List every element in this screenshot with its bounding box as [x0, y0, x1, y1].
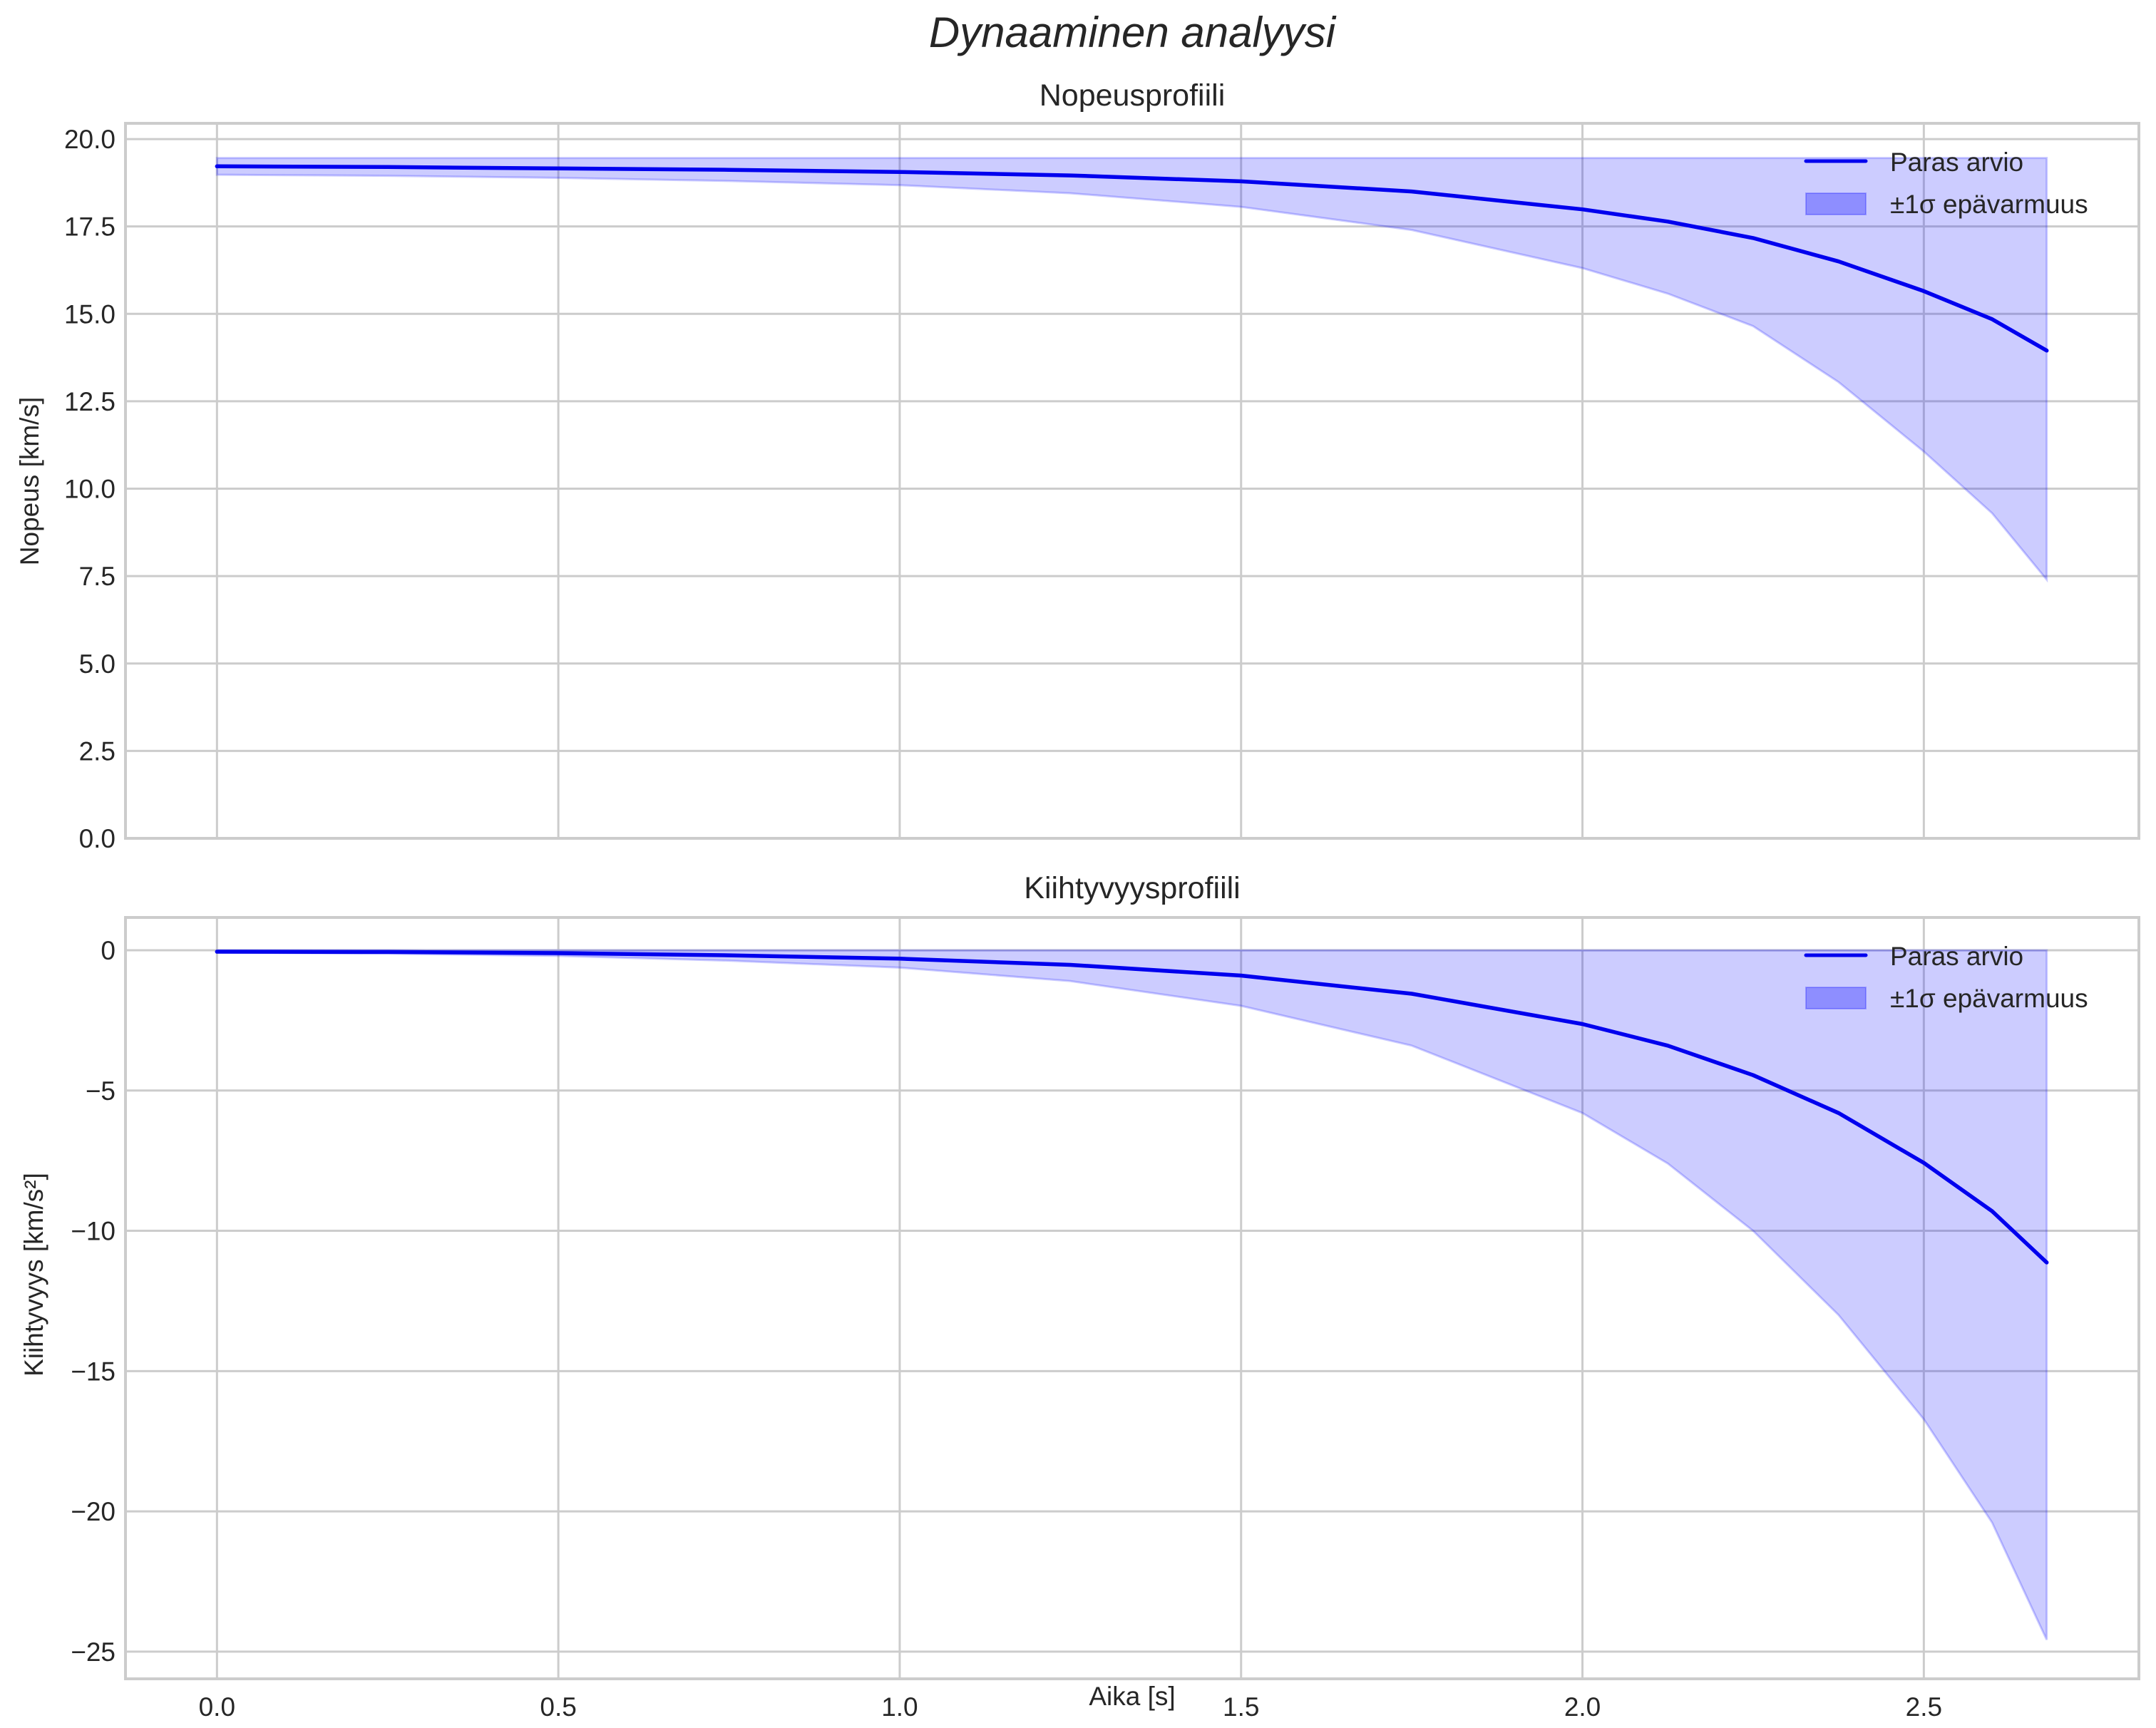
legend-band-swatch — [1805, 987, 1867, 1009]
y-tick-label: −25 — [71, 1637, 115, 1667]
velocity-band — [215, 157, 2048, 583]
velocity-legend: Paras arvio ±1σ epävarmuus — [1804, 148, 2088, 219]
x-tick-label: 0.5 — [540, 1692, 576, 1722]
velocity-ylabel: Nopeus [km/s] — [15, 397, 44, 565]
x-tick-label: 0.0 — [199, 1692, 235, 1722]
acceleration-subplot-title: Kiihtyvyysprofiili — [1024, 871, 1240, 905]
acceleration-yticks: 0 −5 −10 −15 −20 −25 — [71, 936, 115, 1667]
y-tick-label: 0.0 — [79, 824, 115, 853]
velocity-grid — [125, 123, 2139, 840]
y-tick-label: −20 — [71, 1497, 115, 1526]
acceleration-ylabel: Kiihtyvyys [km/s²] — [19, 1173, 48, 1377]
best-estimate-line — [215, 950, 2049, 1265]
y-tick-label: 10.0 — [64, 475, 115, 504]
velocity-subplot-title: Nopeusprofiili — [1040, 78, 1226, 113]
legend-band-label: ±1σ epävarmuus — [1890, 190, 2088, 219]
acceleration-legend: Paras arvio ±1σ epävarmuus — [1804, 942, 2088, 1013]
y-tick-label: −15 — [71, 1357, 115, 1386]
velocity-line — [215, 164, 2049, 353]
best-estimate-line — [215, 164, 2049, 353]
acceleration-grid — [125, 917, 2139, 1679]
y-tick-label: 2.5 — [79, 736, 115, 766]
legend-line-label: Paras arvio — [1890, 148, 2023, 177]
legend-line-label: Paras arvio — [1890, 942, 2023, 971]
acceleration-subplot: Kiihtyvyysprofiili 0−5−10−15−20−25 0.0 0.… — [19, 871, 2140, 1722]
x-tick-label: 1.0 — [881, 1692, 918, 1722]
acceleration-spines — [124, 916, 2140, 1680]
legend-band-label: ±1σ epävarmuus — [1890, 984, 2088, 1013]
acceleration-line — [215, 950, 2049, 1265]
y-tick-label: 0 — [101, 936, 115, 965]
y-tick-label: 7.5 — [79, 562, 115, 591]
y-tick-label: 20.0 — [64, 125, 115, 154]
y-tick-label: −10 — [71, 1217, 115, 1246]
y-tick-label: 17.5 — [64, 212, 115, 242]
uncertainty-band — [215, 157, 2048, 583]
velocity-subplot: Nopeusprofiili 0.0 2.5 5.0 7.5 10.0 12.5 15.0 1… — [15, 78, 2140, 853]
velocity-spines — [124, 122, 2140, 840]
axes-frame — [124, 916, 2140, 1680]
y-tick-label: 15.0 — [64, 299, 115, 329]
x-tick-label: 1.5 — [1223, 1692, 1259, 1722]
acceleration-band — [215, 949, 2048, 1640]
y-tick-label: 5.0 — [79, 649, 115, 679]
velocity-yticks: 0.0 2.5 5.0 7.5 10.0 12.5 15.0 17.5 20.0 — [64, 125, 115, 853]
y-tick-label: 12.5 — [64, 387, 115, 416]
figure-suptitle: Dynaaminen analyysi — [929, 9, 1337, 56]
uncertainty-band — [215, 949, 2048, 1640]
legend-band-swatch — [1805, 192, 1867, 215]
y-tick-label: −5 — [86, 1076, 115, 1106]
axes-frame — [124, 122, 2140, 840]
x-axis-label: Aika [s] — [1089, 1682, 1175, 1711]
x-tick-label: 2.5 — [1906, 1692, 1942, 1722]
x-tick-label: 2.0 — [1564, 1692, 1601, 1722]
acceleration-xticks: 0.0 0.5 1.0 1.5 2.0 2.5 — [199, 1692, 1942, 1722]
